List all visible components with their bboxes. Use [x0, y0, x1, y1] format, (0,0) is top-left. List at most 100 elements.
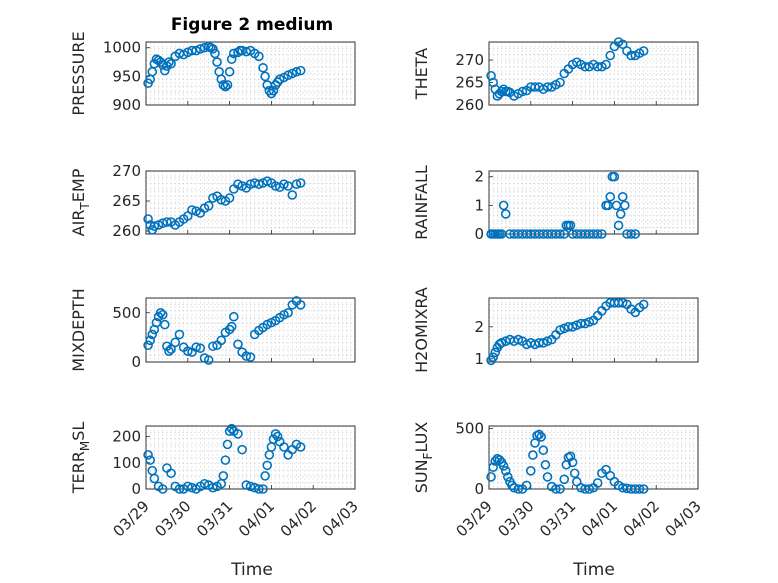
x-tick-label: 04/01	[235, 497, 278, 540]
data-point	[224, 66, 235, 77]
y-tick-label: 0	[474, 225, 484, 243]
y-axis-label: H2OMIXRA	[412, 287, 431, 373]
subplot-rainfall: 0 1 2 RAINFALL	[412, 165, 699, 243]
data-point	[500, 209, 511, 219]
y-tick-label: 0	[131, 353, 141, 371]
data-point	[191, 342, 201, 353]
data-point	[538, 445, 549, 456]
data-point	[160, 319, 170, 330]
y-tick-label: 500	[112, 304, 141, 322]
data-point	[143, 450, 153, 460]
data-point	[155, 307, 166, 318]
data-point	[490, 347, 501, 358]
x-tick-label: 04/03	[662, 497, 705, 540]
data-point	[233, 339, 243, 350]
data-point	[164, 57, 174, 67]
data-point	[254, 179, 264, 189]
data-point	[584, 317, 595, 327]
y-tick-label: 200	[112, 428, 141, 446]
data-point	[166, 344, 176, 355]
y-tick-label: 900	[112, 96, 141, 114]
data-point	[183, 346, 193, 356]
data-point	[486, 472, 496, 482]
data-point	[195, 44, 206, 54]
data-point	[626, 50, 636, 61]
x-tick-label: 04/01	[578, 497, 621, 540]
data-point	[241, 351, 252, 361]
subplot-h2omixra: 1 2 H2OMIXRA	[412, 287, 699, 373]
x-tick-label: 04/03	[319, 497, 362, 540]
data-point	[521, 480, 532, 491]
data-point	[503, 472, 513, 482]
data-point	[565, 220, 576, 231]
y-axis-label: AIRTEMP	[69, 168, 92, 236]
y-tick-label: 500	[455, 419, 484, 437]
data-point	[517, 86, 528, 97]
data-point	[638, 484, 649, 494]
y-tick-label: 0	[131, 480, 141, 498]
data-point	[513, 334, 524, 345]
data-point	[295, 178, 306, 188]
data-point	[174, 329, 185, 340]
data-point	[254, 484, 264, 494]
series-points	[486, 37, 649, 101]
data-point	[287, 190, 298, 200]
data-point	[584, 484, 595, 494]
data-point	[166, 468, 176, 479]
data-point	[203, 355, 214, 365]
data-point	[634, 484, 645, 494]
data-point	[218, 471, 229, 481]
series-points	[486, 297, 649, 366]
data-point	[542, 472, 553, 482]
data-point	[224, 426, 235, 437]
data-point	[605, 191, 616, 202]
data-point	[513, 484, 524, 494]
y-tick-label: 270	[455, 51, 484, 69]
subplot-mixdepth: 0 500 MIXDEPTH	[69, 288, 356, 372]
data-point	[145, 335, 155, 346]
data-point	[500, 466, 511, 476]
subplot-air-temp: 260 265 270 AIRTEMP	[69, 162, 356, 240]
data-point	[226, 321, 237, 332]
data-point	[162, 217, 172, 227]
data-point	[279, 442, 289, 452]
data-point	[609, 171, 620, 182]
y-tick-label: 265	[455, 74, 484, 92]
data-point	[174, 484, 185, 494]
data-point	[187, 205, 197, 215]
series-points	[143, 423, 306, 494]
data-point	[567, 321, 578, 332]
data-point	[226, 54, 237, 64]
y-tick-label: 950	[112, 67, 141, 85]
data-point	[226, 423, 237, 434]
y-axis-label: SUNFLUX	[412, 422, 435, 494]
data-point	[270, 429, 281, 439]
data-point	[254, 51, 264, 62]
data-point	[143, 214, 153, 224]
data-point	[283, 307, 293, 318]
data-point	[272, 431, 283, 442]
x-axis-label-left: Time	[230, 560, 273, 580]
y-tick-label: 0	[474, 480, 484, 498]
y-tick-label: 1	[474, 350, 484, 368]
axes-border	[145, 297, 356, 363]
data-point	[147, 329, 158, 340]
data-point	[295, 65, 306, 76]
data-point	[260, 71, 270, 82]
data-point	[143, 340, 153, 351]
subplot-pressure: 900 950 1000 PRESSURE	[69, 31, 356, 116]
y-tick-label: 270	[112, 162, 141, 180]
data-point	[551, 484, 561, 494]
data-point	[540, 459, 551, 470]
figure-title: Figure 2 medium	[171, 15, 333, 35]
data-point	[233, 429, 243, 439]
data-point	[291, 66, 302, 77]
data-point	[195, 343, 206, 354]
y-axis-label: RAINFALL	[412, 165, 431, 240]
data-point	[160, 65, 170, 76]
data-point	[555, 484, 565, 494]
data-point	[208, 341, 218, 352]
data-point	[615, 209, 626, 219]
